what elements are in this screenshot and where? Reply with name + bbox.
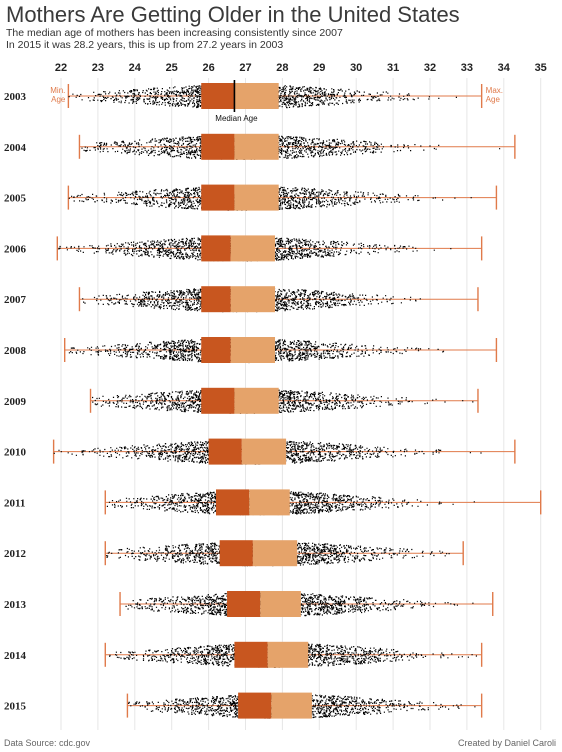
box-lower-quartile [201,337,231,363]
data-source: Data Source: cdc.gov [4,738,91,748]
x-tick-label: 25 [166,62,178,74]
box-upper-quartile [252,540,298,567]
year-label: 2007 [4,294,27,306]
box-lower-quartile [201,83,235,109]
x-tick-label: 24 [129,62,142,74]
chart-subtitle-line-2: In 2015 it was 28.2 years, this is up fr… [6,39,284,51]
data-points [92,388,474,414]
data-points [128,693,476,719]
year-label: 2009 [4,396,27,408]
min-age-annotation: Min. Age [50,86,66,104]
year-label: 2004 [4,142,27,154]
median-annotation: Median Age [215,114,258,123]
box-lower-quartile [201,184,235,211]
year-label: 2006 [4,243,27,255]
data-points [53,439,482,465]
box-upper-quartile [234,387,279,414]
x-tick-label: 35 [535,62,547,74]
year-row-2013: 2013 [4,591,494,617]
box-lower-quartile [215,489,250,516]
box-upper-quartile [234,83,279,109]
year-row-2012: 2012 [4,540,464,567]
x-tick-label: 34 [498,62,511,74]
data-points [81,134,501,160]
chart-subtitle-line-1: The median age of mothers has been incre… [6,27,343,39]
year-label: 2010 [4,447,27,459]
x-tick-label: 27 [239,62,251,74]
year-row-2003: 2003 [4,83,483,109]
box-upper-quartile [230,337,276,363]
box-upper-quartile [234,184,279,211]
data-points [58,236,452,262]
year-label: 2005 [4,193,27,205]
year-row-2004: 2004 [4,133,516,160]
year-row-2005: 2005 [4,184,498,211]
year-row-2011: 2011 [4,489,542,516]
year-label: 2013 [4,599,27,611]
year-label: 2014 [4,650,27,662]
box-lower-quartile [238,692,272,719]
max-age-annotation: Max. Age [486,86,503,104]
x-tick-label: 26 [202,62,214,74]
box-upper-quartile [267,641,309,668]
data-points [68,338,445,364]
box-lower-quartile [201,235,231,262]
box-lower-quartile [234,641,268,668]
year-row-2010: 2010 [4,438,516,465]
year-row-2014: 2014 [4,641,483,668]
x-tick-label: 32 [424,62,436,74]
box-lower-quartile [208,438,242,465]
x-tick-label: 23 [92,62,104,74]
box-lower-quartile [227,591,261,617]
year-row-2006: 2006 [4,235,483,262]
box-upper-quartile [260,591,301,617]
year-label: 2015 [4,701,27,713]
box-lower-quartile [201,286,231,313]
box-upper-quartile [271,692,312,719]
box-upper-quartile [234,133,279,160]
data-points [106,490,475,516]
x-tick-label: 28 [276,62,288,74]
box-lower-quartile [201,387,235,414]
box-lower-quartile [201,133,235,160]
x-tick-label: 30 [350,62,362,74]
author-credit: Created by Daniel Caroli [457,738,556,748]
data-points [68,185,472,211]
box-upper-quartile [241,438,287,465]
year-row-2007: 2007 [4,286,479,313]
chart-title: Mothers Are Getting Older in the United … [6,2,460,27]
year-row-2009: 2009 [4,387,479,414]
x-tick-label: 22 [55,62,67,74]
year-row-2008: 2008 [4,337,498,364]
box-upper-quartile [249,489,290,516]
box-upper-quartile [230,235,276,262]
year-label: 2011 [4,497,25,509]
x-tick-label: 33 [461,62,473,74]
box-lower-quartile [219,540,253,567]
x-tick-label: 29 [313,62,325,74]
year-label: 2003 [4,91,27,103]
year-label: 2008 [4,345,27,357]
box-upper-quartile [230,286,276,313]
year-label: 2012 [4,548,27,560]
x-tick-label: 31 [387,62,399,74]
year-row-2015: 2015 [4,692,483,719]
